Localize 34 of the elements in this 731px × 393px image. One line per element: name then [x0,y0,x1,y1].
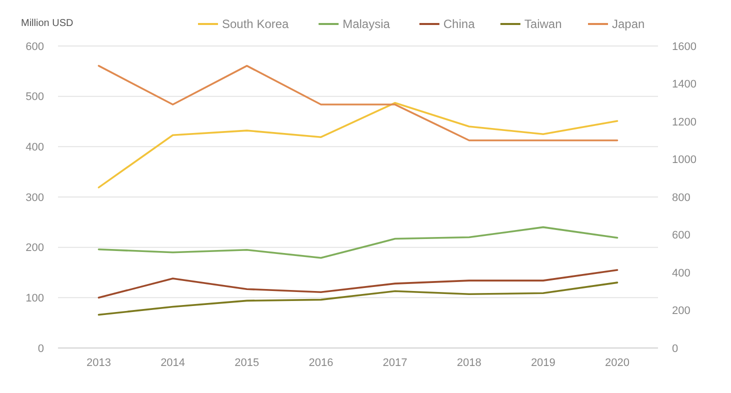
y2-tick-label: 400 [672,267,690,280]
y2-tick-label: 1600 [672,40,696,53]
x-tick-label: 2015 [234,357,260,369]
y2-tick-label: 200 [672,305,690,318]
y2-tick-label: 0 [672,342,678,355]
y2-tick-label: 1200 [672,116,696,128]
y2-tick-label: 1400 [672,78,696,91]
x-tick-label: 2018 [456,357,482,369]
x-tick-label: 2013 [86,357,111,369]
x-tick-label: 2019 [530,357,556,369]
x-tick-label: 2017 [382,357,408,369]
legend-label: South Korea [222,17,290,32]
x-tick-label: 2016 [308,357,334,369]
y2-tick-label: 800 [672,192,690,204]
y-tick-label: 400 [26,142,44,154]
y-tick-label: 500 [26,91,44,104]
legend-label: Malaysia [342,17,390,32]
y-tick-label: 0 [38,342,44,355]
line-series [98,226,618,259]
legend-label: Japan [612,17,645,32]
x-tick-label: 2014 [160,357,186,369]
y2-tick-label: 600 [672,230,690,242]
legend-label: Taiwan [524,17,562,32]
legend-label: China [443,17,476,32]
line-series [98,102,618,188]
line-series [98,269,618,299]
line-series [98,282,618,316]
y2-tick-label: 1000 [672,154,696,166]
x-tick-label: 2020 [605,357,630,369]
y-tick-label: 100 [26,292,44,305]
y-tick-label: 600 [26,40,44,53]
y-axis-title: Million USD [21,18,74,29]
y-tick-label: 200 [26,242,44,254]
y-tick-label: 300 [26,192,44,204]
